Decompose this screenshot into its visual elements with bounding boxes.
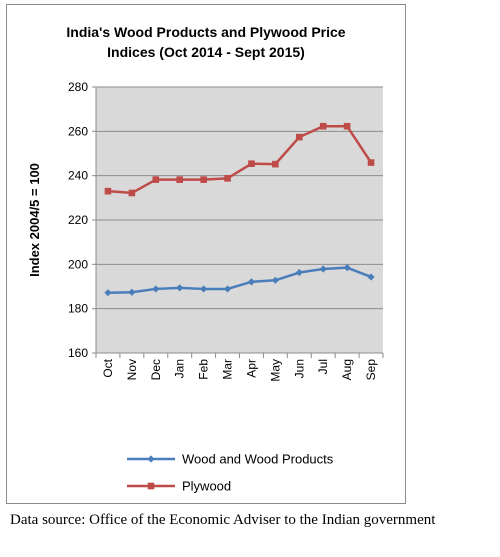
series-line-wood-and-wood-products: [107, 266, 372, 294]
legend-label-plywood: Plywood: [182, 479, 231, 494]
data-point-plywood-aug: [343, 122, 351, 130]
series-line-plywood: [107, 124, 373, 195]
data-point-wood-and-wood-products-dec: [152, 285, 160, 293]
y-tick-label-160: 160: [68, 346, 88, 360]
data-point-plywood-nov: [128, 189, 136, 197]
data-point-wood-and-wood-products-aug: [343, 264, 351, 272]
data-point-wood-and-wood-products-jul: [319, 265, 327, 273]
series-layer: [104, 122, 375, 297]
data-point-plywood-apr: [248, 160, 255, 167]
y-tick-label-240: 240: [68, 169, 88, 183]
data-point-wood-and-wood-products-nov: [128, 288, 136, 296]
data-point-plywood-jan: [176, 176, 184, 183]
y-tick-label-280: 280: [68, 80, 88, 94]
data-point-wood-and-wood-products-jun: [295, 268, 303, 277]
y-tick-label-220: 220: [68, 213, 88, 227]
data-point-plywood-sep: [367, 159, 375, 166]
x-tick-label-aug: Aug: [340, 359, 354, 380]
data-source-caption: Data source: Office of the Economic Advi…: [10, 512, 436, 528]
x-tick-label-apr: Apr: [244, 359, 258, 378]
axes: 160 180 200 220 240 260 280 Oct Nov Dec Jan Feb Mar A…: [68, 80, 384, 382]
legend: Wood and Wood Products Plywood: [127, 452, 334, 494]
y-tick-label-260: 260: [68, 124, 88, 138]
data-point-wood-and-wood-products-jan: [176, 284, 184, 292]
x-tick-label-jan: Jan: [173, 359, 187, 378]
data-point-wood-and-wood-products-oct: [104, 289, 112, 297]
legend-label-wood-and-wood-products: Wood and Wood Products: [182, 452, 334, 467]
x-tick-label-oct: Oct: [101, 358, 115, 377]
x-tick-label-jul: Jul: [316, 359, 330, 374]
data-point-wood-and-wood-products-may: [271, 276, 279, 284]
data-point-wood-and-wood-products-mar: [223, 285, 232, 293]
data-point-plywood-mar: [224, 175, 231, 182]
y-tick-label-200: 200: [68, 257, 88, 271]
chart-title-line-1: India's Wood Products and Plywood Price: [66, 24, 345, 40]
x-tick-label-feb: Feb: [197, 359, 211, 380]
legend-marker-wood-and-wood-products: [147, 455, 155, 463]
y-tick-label-180: 180: [68, 302, 88, 316]
data-point-plywood-oct: [104, 187, 112, 195]
gridlines: [96, 86, 383, 310]
data-point-wood-and-wood-products-sep: [367, 273, 375, 281]
data-point-plywood-jun: [295, 133, 303, 141]
data-point-plywood-feb: [200, 176, 207, 183]
x-tick-label-jun: Jun: [292, 359, 306, 378]
x-tick-label-nov: Nov: [125, 359, 139, 380]
chart-frame: India's Wood Products and Plywood Price …: [6, 4, 406, 504]
x-tick-label-may: May: [268, 359, 282, 382]
y-axis-label: Index 2004/5 = 100: [27, 163, 42, 277]
line-chart: India's Wood Products and Plywood Price …: [27, 24, 384, 494]
data-point-plywood-jul: [319, 122, 327, 130]
x-tick-label-mar: Mar: [221, 359, 235, 380]
data-point-plywood-dec: [152, 176, 160, 183]
chart-title-line-2: Indices (Oct 2014 - Sept 2015): [107, 44, 305, 60]
x-tick-label-sep: Sep: [364, 359, 378, 381]
data-point-plywood-may: [272, 160, 279, 168]
data-point-wood-and-wood-products-apr: [247, 278, 256, 286]
x-tick-label-dec: Dec: [149, 359, 163, 380]
legend-marker-plywood: [147, 482, 155, 490]
data-point-wood-and-wood-products-feb: [200, 285, 208, 293]
